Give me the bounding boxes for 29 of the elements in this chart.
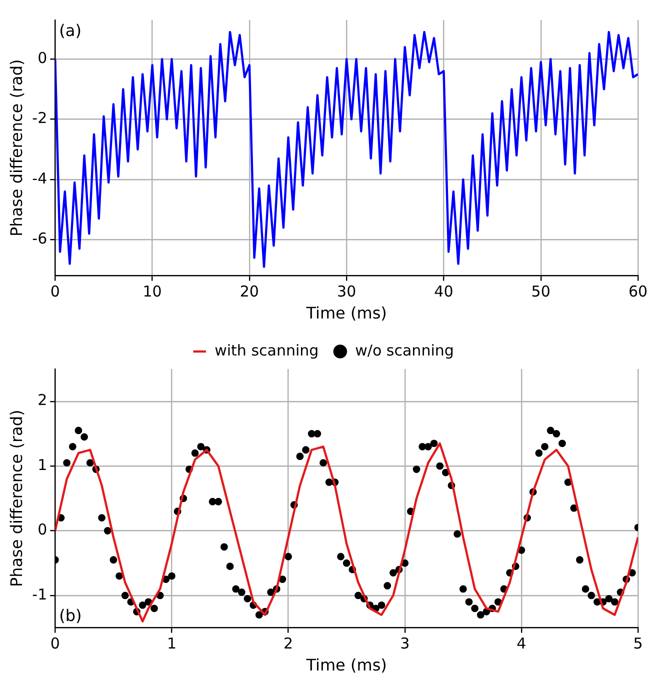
annotation: (b) (59, 606, 82, 625)
x-tick-label: 0 (50, 282, 60, 301)
x-tick-label: 50 (531, 282, 550, 301)
x-tick-label: 3 (400, 634, 410, 653)
x-tick-label: 60 (628, 282, 648, 301)
y-tick-label: 0 (38, 49, 48, 68)
annotation: (a) (59, 21, 82, 40)
x-axis-title: Time (ms) (305, 656, 387, 675)
y-tick-label: -6 (32, 230, 48, 248)
y-tick-label: 0 (38, 520, 48, 539)
x-tick-label: 40 (434, 282, 454, 301)
x-tick-label: 4 (516, 634, 526, 653)
x-tick-label: 30 (337, 282, 356, 301)
legend-label: w/o scanning (355, 341, 454, 360)
y-tick-label: 2 (38, 391, 48, 410)
x-tick-label: 10 (142, 282, 162, 301)
y-tick-label: -2 (32, 109, 48, 128)
x-tick-label: 0 (50, 634, 60, 653)
x-axis-title: Time (ms) (305, 304, 387, 323)
x-tick-label: 1 (166, 634, 176, 653)
x-tick-label: 2 (284, 634, 294, 653)
y-tick-label: 1 (38, 456, 48, 474)
y-axis-title: Phase difference (rad) (6, 59, 26, 237)
y-tick-label: -4 (32, 169, 48, 188)
x-tick-label: 20 (240, 282, 259, 301)
y-tick-label: -1 (32, 585, 48, 604)
x-tick-label: 5 (633, 634, 643, 653)
legend-label: with scanning (214, 341, 319, 360)
y-axis-title: Phase difference (rad) (6, 410, 26, 588)
